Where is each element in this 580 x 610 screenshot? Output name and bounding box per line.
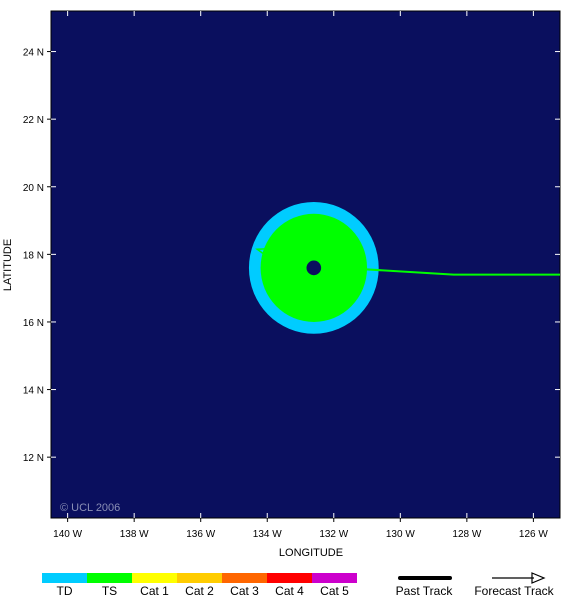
lat-tick-label: 22 N xyxy=(23,115,44,126)
lat-tick-label: 24 N xyxy=(23,48,44,59)
lon-tick-label: 134 W xyxy=(253,529,282,540)
intensity-legend: TD TS Cat 1 Cat 2 Cat 3 Cat 4 Cat 5 xyxy=(42,573,357,598)
legend-swatch-cat-2 xyxy=(177,573,222,583)
legend-label-td: TD xyxy=(57,584,73,598)
legend-label-cat-4: Cat 4 xyxy=(275,584,304,598)
forecast-arrow-icon xyxy=(531,572,546,584)
y-axis-title: LATITUDE xyxy=(2,239,14,291)
legend-label-cat-5: Cat 5 xyxy=(320,584,349,598)
lon-tick-label: 128 W xyxy=(452,529,481,540)
forecast-arrow-head xyxy=(255,247,274,260)
lon-tick-label: 132 W xyxy=(319,529,348,540)
lat-tick-label: 16 N xyxy=(23,318,44,329)
lon-tick-label: 138 W xyxy=(120,529,149,540)
forecast-track-line xyxy=(270,252,315,267)
lon-tick-label: 140 W xyxy=(53,529,82,540)
x-axis-title: LONGITUDE xyxy=(279,547,343,559)
legend-label-cat-3: Cat 3 xyxy=(230,584,259,598)
copyright-label: © UCL 2006 xyxy=(60,502,120,514)
legend-swatch-cat-1 xyxy=(132,573,177,583)
legend-swatch-ts xyxy=(87,573,132,583)
lat-tick-label: 12 N xyxy=(23,453,44,464)
legend-label-ts: TS xyxy=(102,584,117,598)
lon-tick-label: 136 W xyxy=(186,529,215,540)
legend-label-cat-2: Cat 2 xyxy=(185,584,214,598)
map-plot-area xyxy=(50,10,561,519)
legend-label-cat-1: Cat 1 xyxy=(140,584,169,598)
legend-swatch-cat-4 xyxy=(267,573,312,583)
legend-swatch-td xyxy=(42,573,87,583)
track-legend: Past Track Forecast Track xyxy=(396,572,555,598)
lon-tick-label: 130 W xyxy=(386,529,415,540)
lat-tick-label: 20 N xyxy=(23,183,44,194)
map-axes: 140 W 138 W 136 W 134 W 132 W 130 W 128 W 126 W… xyxy=(23,11,560,540)
past-track-label: Past Track xyxy=(396,584,454,598)
storm-eye xyxy=(306,260,322,276)
lat-tick-label: 14 N xyxy=(23,386,44,397)
lat-tick-label: 18 N xyxy=(23,250,44,261)
legend-swatch-cat-3 xyxy=(222,573,267,583)
legend-swatch-cat-5 xyxy=(312,573,357,583)
lon-tick-label: 126 W xyxy=(519,529,548,540)
forecast-track-label: Forecast Track xyxy=(474,584,554,598)
past-track-line xyxy=(313,265,560,276)
